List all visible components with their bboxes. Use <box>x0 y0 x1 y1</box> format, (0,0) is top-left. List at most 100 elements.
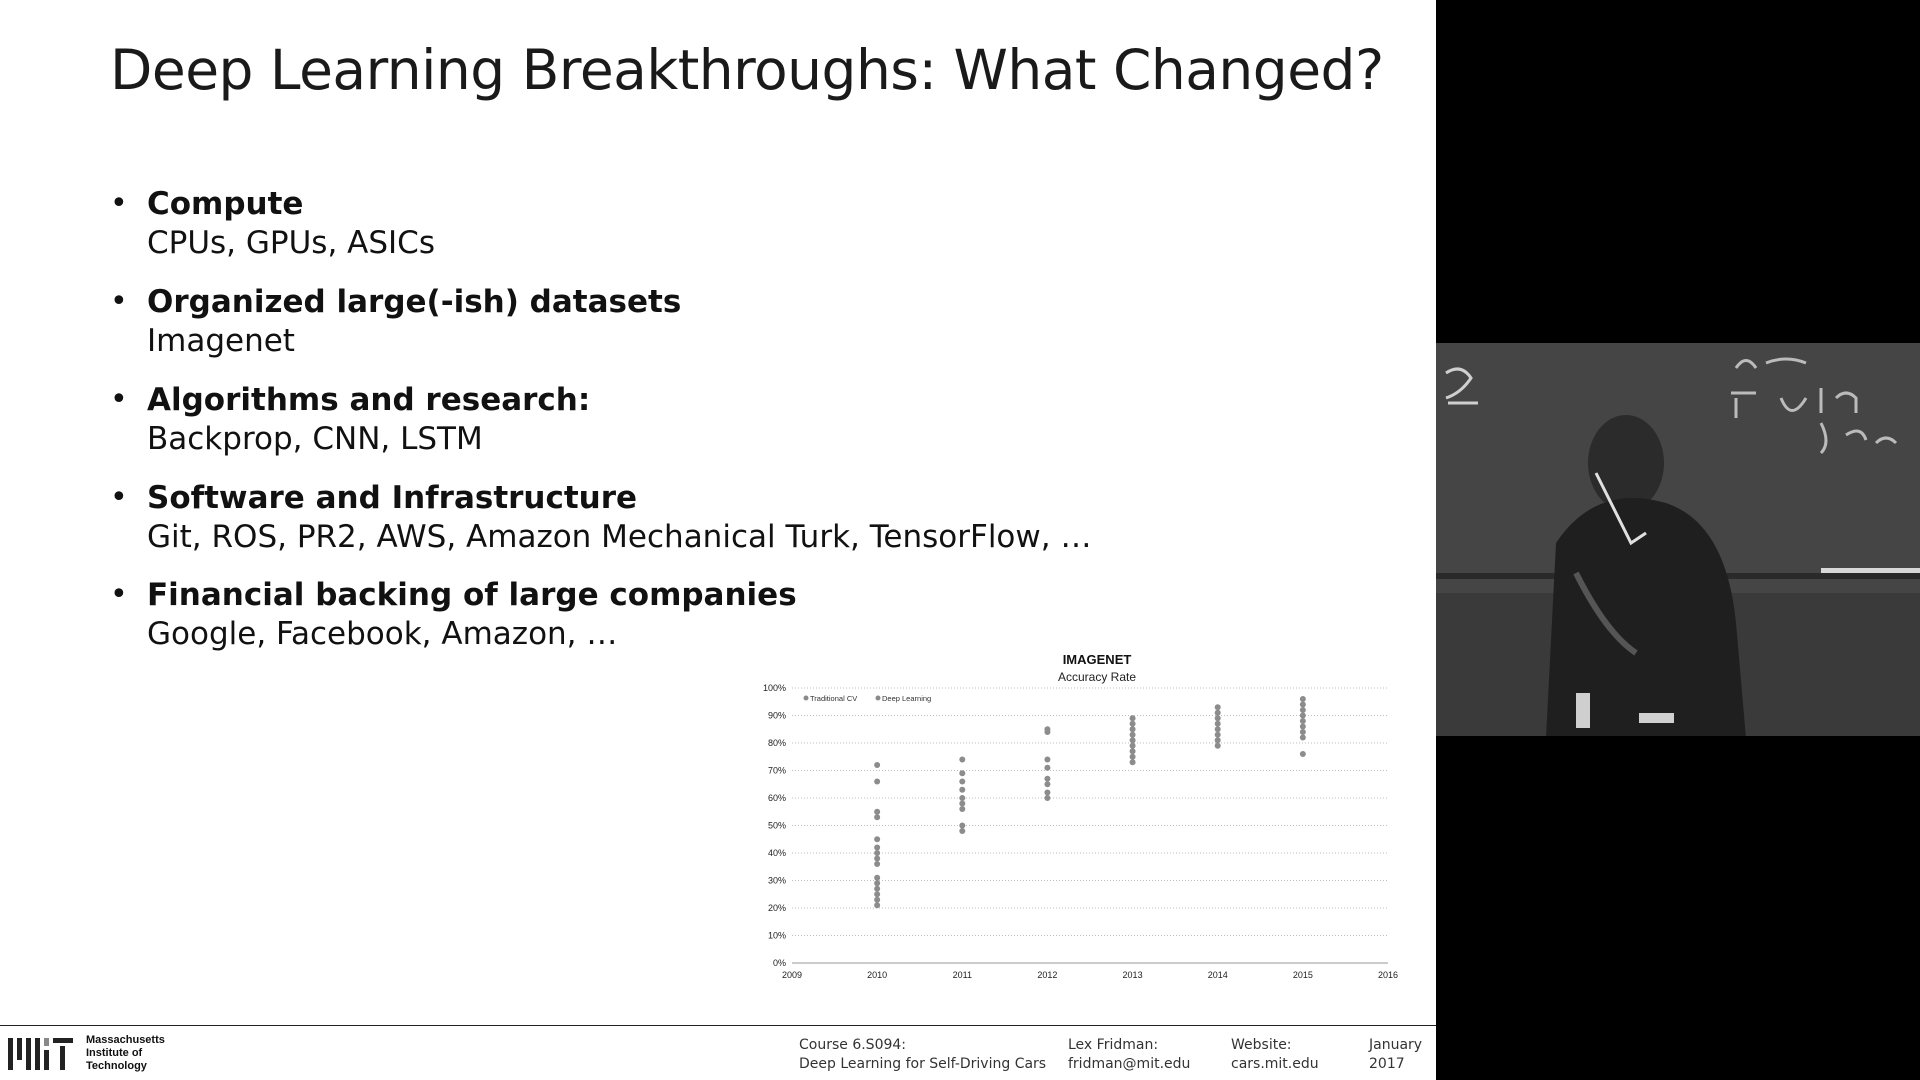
website-url: cars.mit.edu <box>1231 1056 1319 1072</box>
data-point <box>1214 731 1221 738</box>
chart-canvas: IMAGENET Accuracy Rate 0% 10% 20% 30% 40% 50% 60… <box>763 652 1398 980</box>
x-tick-label: 2012 <box>1037 970 1057 980</box>
bullet-heading: Algorithms and research: <box>147 382 591 418</box>
author-email: fridman@mit.edu <box>1068 1056 1191 1072</box>
bullet-heading: Compute <box>147 186 304 222</box>
y-tick-label: 10% <box>768 931 786 941</box>
data-point <box>959 795 966 801</box>
y-tick-label: 0% <box>773 958 786 968</box>
data-point <box>1044 775 1051 782</box>
data-point <box>1299 734 1306 741</box>
data-point <box>874 885 881 892</box>
chart-title: IMAGENET <box>1063 652 1132 667</box>
data-point <box>1129 720 1136 727</box>
data-point <box>874 850 881 856</box>
bullet-heading: Software and Infrastructure <box>147 480 638 516</box>
data-point <box>1214 737 1221 744</box>
data-point <box>1129 742 1136 749</box>
bullet-heading: Financial backing of large companies <box>147 577 797 613</box>
data-point <box>1299 712 1306 719</box>
data-point <box>1214 742 1221 749</box>
data-point <box>1044 795 1051 801</box>
legend-marker <box>803 695 809 701</box>
footer-divider <box>0 1025 1436 1026</box>
data-point <box>959 778 966 785</box>
data-point <box>1299 723 1306 730</box>
mit-logo-icon <box>8 1038 73 1070</box>
data-point <box>959 828 966 834</box>
x-tick-label: 2010 <box>867 970 887 980</box>
y-tick-label: 50% <box>768 821 786 831</box>
data-point <box>1299 718 1306 724</box>
data-point <box>1214 704 1221 711</box>
data-point <box>1299 707 1306 713</box>
data-point <box>1299 701 1306 708</box>
data-point <box>1044 756 1051 763</box>
x-tick-label: 2016 <box>1378 970 1398 980</box>
data-point <box>1299 751 1306 757</box>
bullet-heading: Organized large(-ish) datasets <box>147 284 682 320</box>
data-point <box>874 855 881 862</box>
slide-title: Deep Learning Breakthroughs: What Change… <box>110 38 1384 102</box>
data-point <box>1214 709 1221 716</box>
institution-line: Technology <box>86 1060 147 1072</box>
bullet-dot: • <box>110 577 128 612</box>
data-point <box>874 891 881 898</box>
x-tick-label: 2015 <box>1293 970 1313 980</box>
bullet-dot: • <box>110 382 128 417</box>
data-point <box>959 806 966 812</box>
imagenet-chart: IMAGENET Accuracy Rate 0% 10% 20% 30% 40% 50% 60… <box>740 645 1410 990</box>
y-tick-label: 30% <box>768 876 786 886</box>
x-tick-label: 2011 <box>953 970 972 980</box>
institution-line: Institute of <box>86 1047 143 1059</box>
bullet-dot: • <box>110 284 128 319</box>
date-year: 2017 <box>1369 1056 1405 1072</box>
data-point <box>959 822 966 829</box>
y-tick-label: 60% <box>768 793 786 803</box>
data-point <box>1299 729 1306 735</box>
data-point <box>874 778 881 785</box>
legend-label: Traditional CV <box>810 694 857 703</box>
data-point <box>874 874 881 881</box>
lecture-video-feed <box>1436 343 1920 736</box>
data-point <box>1214 720 1221 727</box>
data-point <box>1214 726 1221 733</box>
data-point <box>1129 715 1136 722</box>
y-tick-label: 40% <box>768 848 786 858</box>
x-tick-label: 2014 <box>1208 970 1228 980</box>
data-point <box>874 880 881 887</box>
data-point <box>874 836 881 843</box>
footer-author: Lex Fridman: fridman@mit.edu <box>1068 1036 1190 1074</box>
slide: Deep Learning Breakthroughs: What Change… <box>0 0 1436 1080</box>
x-tick-label: 2009 <box>782 970 802 980</box>
author-label: Lex Fridman: <box>1068 1037 1159 1053</box>
data-point <box>1129 759 1136 766</box>
footer-course: Course 6.S094: Deep Learning for Self-Dr… <box>799 1036 1046 1074</box>
y-tick-label: 70% <box>768 766 786 776</box>
data-point <box>874 808 881 815</box>
data-point <box>959 786 966 793</box>
data-point <box>1129 748 1136 755</box>
bullet-detail: Imagenet <box>147 323 295 359</box>
footer-date: January 2017 <box>1369 1036 1422 1074</box>
data-point <box>1044 781 1051 788</box>
footer-website: Website: cars.mit.edu <box>1231 1036 1319 1074</box>
legend-label: Deep Learning <box>882 694 931 703</box>
data-point <box>874 814 881 821</box>
data-point <box>874 902 881 909</box>
data-point <box>1129 737 1136 744</box>
y-tick-label: 80% <box>768 738 786 748</box>
bullet-detail: Git, ROS, PR2, AWS, Amazon Mechanical Tu… <box>147 519 1092 555</box>
y-tick-label: 100% <box>763 683 786 693</box>
data-point <box>959 770 966 777</box>
data-point <box>1129 753 1136 760</box>
course-name: Deep Learning for Self-Driving Cars <box>799 1056 1047 1072</box>
bullet-detail: Google, Facebook, Amazon, … <box>147 616 618 652</box>
data-point <box>874 861 881 867</box>
data-point <box>874 896 881 903</box>
bullet-detail: CPUs, GPUs, ASICs <box>147 225 435 261</box>
course-label: Course 6.S094: <box>799 1037 907 1053</box>
data-point <box>1044 789 1051 796</box>
x-tick-label: 2013 <box>1123 970 1143 980</box>
data-point <box>1044 729 1051 735</box>
